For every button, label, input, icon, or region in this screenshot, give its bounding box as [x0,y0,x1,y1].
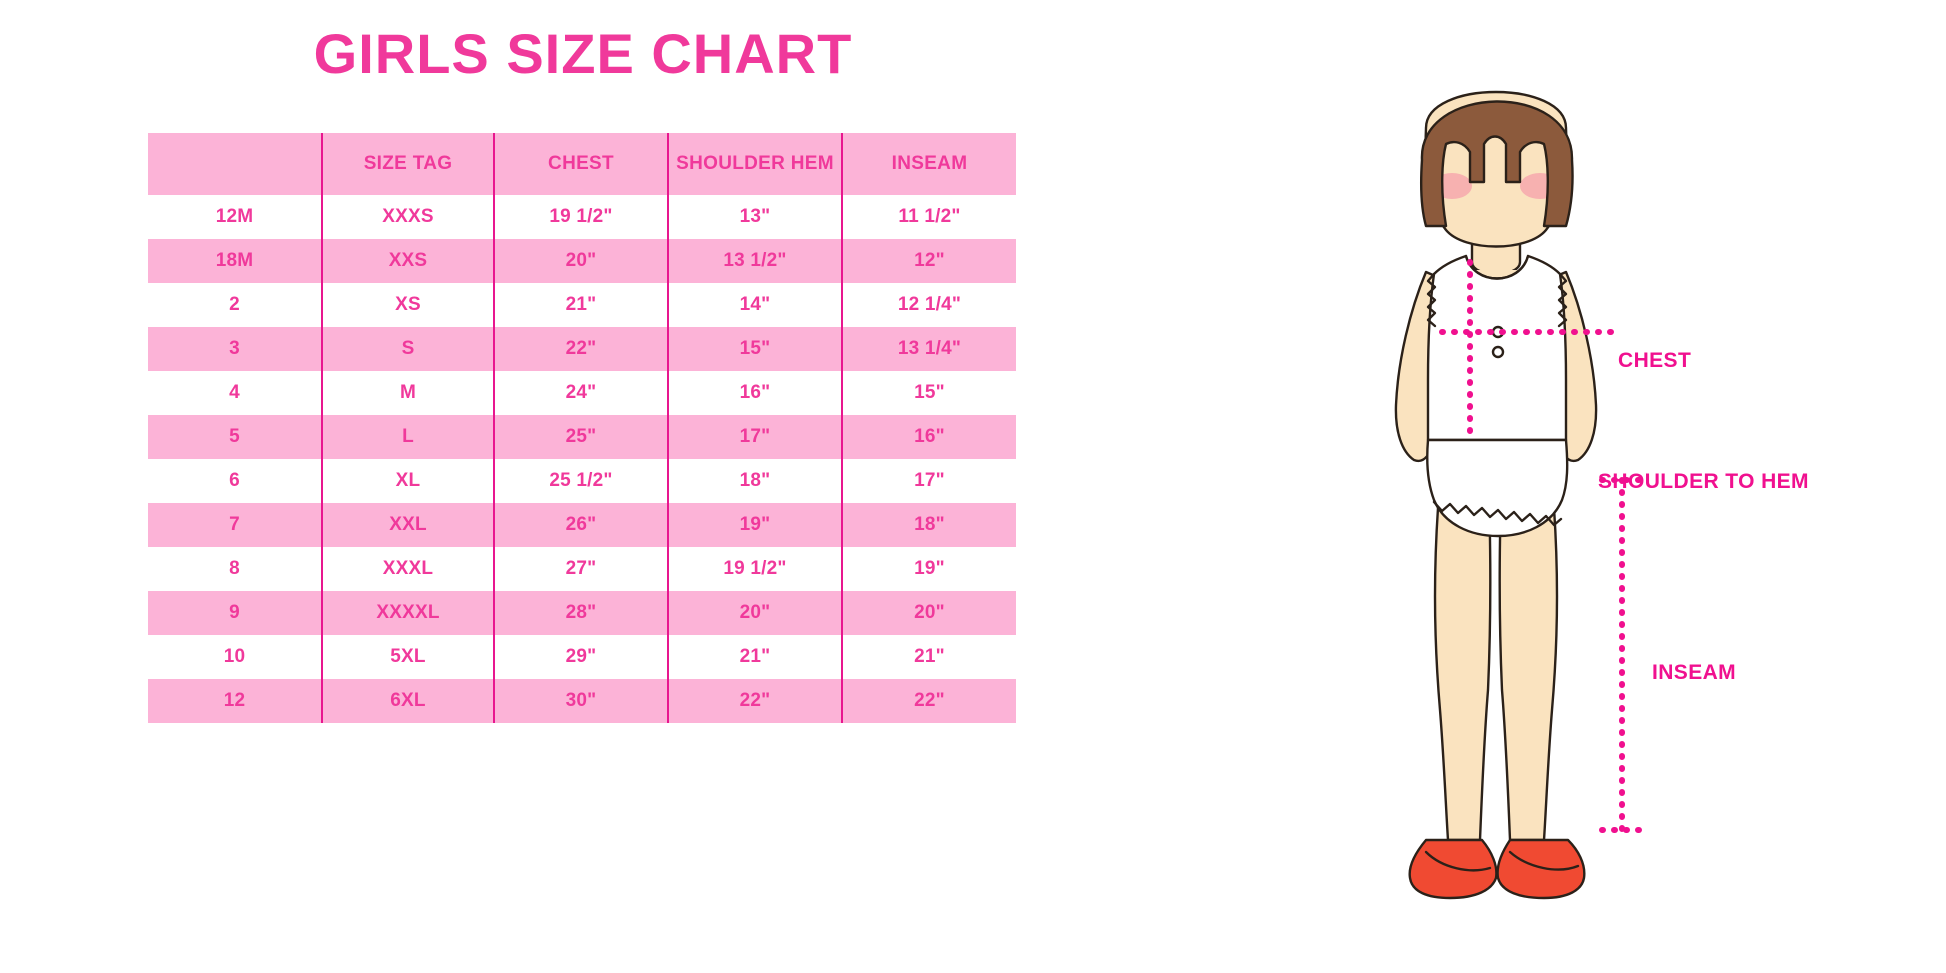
column-header-inseam: INSEAM [891,153,968,174]
cell-size: 12 [148,679,323,723]
column-header-shoulder-hem: SHOULDER HEM [668,133,843,195]
cell-chest: 30" [494,679,669,723]
cell-size-tag: XXXS [322,195,495,239]
cell-shoulder-hem: 22" [668,679,843,723]
label-shoulder-to-hem: SHOULDER TO HEM [1598,470,1809,493]
legs-group [1433,458,1559,842]
size-chart-table: SIZE TAG CHEST SHOULDER HEM INSEAM 12M XX… [148,133,1016,723]
measurement-guides [1439,259,1645,833]
cell-size: 8 [148,547,323,591]
hair [1420,100,1574,228]
table-row: 2 XS 21" 14" 12 1/4" [148,283,1016,327]
cell-inseam: 15" [914,382,945,403]
cell-size-tag: 5XL [322,635,495,679]
cell-inseam: 16" [914,426,945,447]
table-row: 8 XXXL 27" 19 1/2" 19" [148,547,1016,591]
cell-size-tag: XL [322,459,495,503]
table-row: 18M XXS 20" 13 1/2" 12" [148,239,1016,283]
table-row: 7 XXL 26" 19" 18" [148,503,1016,547]
cell-size: 3 [148,327,323,371]
top-garment [1426,254,1568,442]
table-row: 4 M 24" 16" 15" [148,371,1016,415]
cell-chest: 24" [494,371,669,415]
cell-size: 9 [148,591,323,635]
cell-shoulder-hem: 13" [668,195,843,239]
cell-size-tag: XS [322,283,495,327]
cell-size-tag: XXXXL [322,591,495,635]
table-row: 12 6XL 30" 22" 22" [148,679,1016,723]
cell-size: 7 [148,503,323,547]
cell-chest: 28" [494,591,669,635]
table-row: 5 L 25" 17" 16" [148,415,1016,459]
cell-shoulder-hem: 19 1/2" [668,547,843,591]
cell-size: 6 [148,459,323,503]
cell-inseam: 12" [914,250,945,271]
cell-size-tag: XXS [322,239,495,283]
table-row: 3 S 22" 15" 13 1/4" [148,327,1016,371]
table-row: 9 XXXXL 28" 20" 20" [148,591,1016,635]
cell-chest: 26" [494,503,669,547]
cell-inseam: 13 1/4" [897,338,962,359]
cell-size-tag: XXXL [322,547,495,591]
shoes-group [1408,838,1586,900]
column-header-size-tag: SIZE TAG [322,133,495,195]
cell-size-tag: XXL [322,503,495,547]
cell-chest: 27" [494,547,669,591]
table-header-row: SIZE TAG CHEST SHOULDER HEM INSEAM [148,133,1016,195]
cell-size: 5 [148,415,323,459]
cell-chest: 25 1/2" [494,459,669,503]
cell-inseam: 12 1/4" [897,294,962,315]
cell-chest: 25" [494,415,669,459]
cell-inseam: 17" [914,470,945,491]
cell-chest: 29" [494,635,669,679]
cell-size: 12M [148,195,323,239]
cell-size-tag: S [322,327,495,371]
cell-shoulder-hem: 18" [668,459,843,503]
cell-size: 10 [148,635,323,679]
cell-chest: 20" [494,239,669,283]
cell-shoulder-hem: 19" [668,503,843,547]
label-inseam: INSEAM [1652,661,1737,684]
cell-chest: 22" [494,327,669,371]
cell-shoulder-hem: 16" [668,371,843,415]
cell-inseam: 18" [914,514,945,535]
cell-size: 18M [148,239,323,283]
cell-chest: 21" [494,283,669,327]
head-group [1420,90,1574,248]
page-title: GIRLS SIZE CHART [313,22,853,85]
skirt-garment [1426,438,1569,538]
label-chest: CHEST [1618,349,1692,372]
column-header-size [148,133,323,195]
cell-size-tag: 6XL [322,679,495,723]
cell-size-tag: L [322,415,495,459]
cell-inseam: 21" [914,646,945,667]
table-row: 12M XXXS 19 1/2" 13" 11 1/2" [148,195,1016,239]
cell-inseam: 20" [914,602,945,623]
girl-figure-illustration: .ink { stroke:#2b2119; stroke-width:2.4;… [1330,40,1690,930]
cell-inseam: 19" [914,558,945,579]
cell-shoulder-hem: 17" [668,415,843,459]
cell-chest: 19 1/2" [494,195,669,239]
cell-shoulder-hem: 14" [668,283,843,327]
cell-size-tag: M [322,371,495,415]
cell-shoulder-hem: 15" [668,327,843,371]
cell-inseam: 11 1/2" [898,206,961,227]
cell-inseam: 22" [914,690,945,711]
cell-size: 2 [148,283,323,327]
column-header-chest: CHEST [494,133,669,195]
table-row: 6 XL 25 1/2" 18" 17" [148,459,1016,503]
cell-shoulder-hem: 21" [668,635,843,679]
cell-size: 4 [148,371,323,415]
cell-shoulder-hem: 20" [668,591,843,635]
cell-shoulder-hem: 13 1/2" [668,239,843,283]
table-row: 10 5XL 29" 21" 21" [148,635,1016,679]
button-lower [1491,345,1505,359]
